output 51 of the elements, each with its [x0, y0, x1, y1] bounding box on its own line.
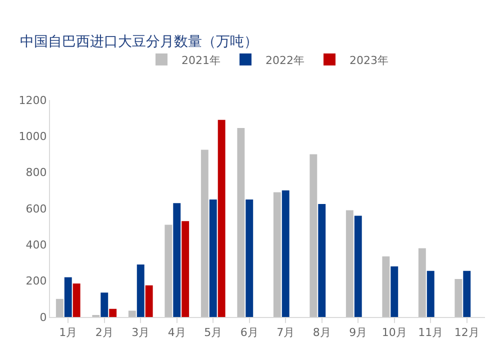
x-tick-label: 1月	[59, 326, 78, 340]
x-tick-label: 12月	[454, 326, 480, 340]
bar	[237, 128, 245, 317]
x-tick-label: 10月	[382, 326, 407, 340]
y-tick-label: 200	[26, 274, 47, 288]
x-tick-label: 6月	[240, 326, 258, 340]
x-tick-label: 3月	[132, 326, 150, 340]
x-tick-label: 2月	[95, 326, 114, 340]
x-tick-label: 11月	[418, 326, 444, 340]
y-tick-label: 600	[26, 202, 47, 216]
bar	[136, 264, 144, 317]
x-tick-label: 5月	[204, 326, 222, 340]
legend-label: 2023年	[350, 54, 388, 67]
bar	[390, 266, 398, 317]
legend-label: 2022年	[266, 54, 304, 67]
y-tick-label: 0	[40, 310, 47, 324]
y-tick-label: 1000	[18, 130, 47, 144]
x-tick-label: 8月	[312, 326, 331, 340]
bar	[64, 277, 72, 317]
bar	[418, 248, 426, 317]
bar	[354, 216, 362, 317]
bar	[173, 203, 181, 317]
bar	[72, 284, 80, 317]
bar	[318, 204, 326, 317]
bar	[346, 210, 354, 317]
x-tick-label: 9月	[349, 326, 368, 340]
x-tick-label: 4月	[168, 326, 186, 340]
bar	[200, 150, 208, 317]
bar	[454, 279, 462, 317]
bar	[209, 199, 217, 317]
bar	[382, 256, 390, 317]
chart-title: 中国自巴西进口大豆分月数量（万吨）	[20, 34, 258, 50]
bar	[310, 154, 318, 317]
bar	[273, 192, 281, 317]
bar	[218, 120, 226, 317]
legend-label: 2021年	[182, 54, 220, 67]
y-tick-label: 400	[26, 238, 47, 252]
bar	[282, 190, 290, 317]
bar	[145, 285, 153, 317]
bar	[426, 270, 434, 317]
y-tick-label: 1200	[18, 94, 47, 107]
bar	[109, 308, 117, 317]
bar	[128, 310, 136, 317]
bar	[463, 270, 471, 317]
bar	[246, 199, 254, 317]
bar	[164, 224, 172, 317]
bar	[56, 298, 64, 317]
bar	[182, 221, 190, 317]
x-tick-label: 7月	[276, 326, 295, 340]
y-tick-label: 800	[26, 166, 47, 180]
bar	[100, 292, 108, 317]
